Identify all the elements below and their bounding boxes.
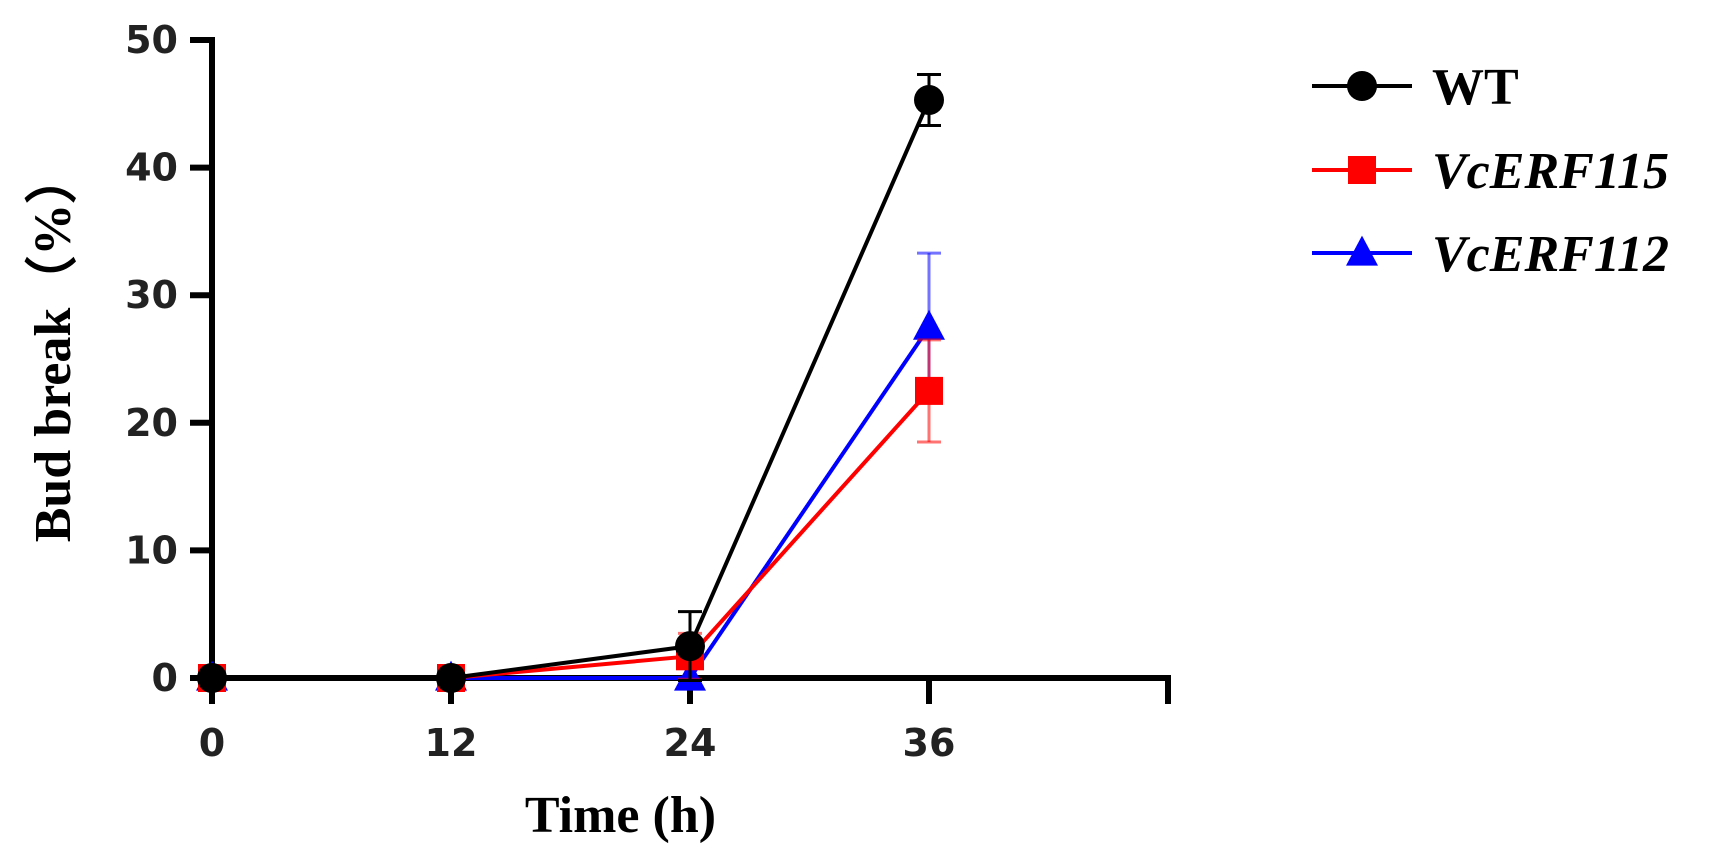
data-point — [675, 631, 705, 662]
series-line — [212, 389, 931, 680]
x-tick-label: 24 — [664, 721, 717, 765]
series-layer — [196, 72, 945, 693]
legend-item: VcERF112 — [1312, 226, 1669, 283]
y-tick-label: 20 — [125, 401, 178, 445]
y-tick-label: 0 — [152, 656, 178, 700]
series-line — [212, 99, 931, 680]
data-point — [436, 663, 466, 693]
legend-label: WT — [1432, 59, 1519, 116]
legend-label: VcERF115 — [1432, 143, 1669, 200]
axes — [209, 37, 1171, 681]
legend-item: VcERF115 — [1312, 143, 1669, 200]
series-WT — [197, 72, 944, 693]
y-axis-title: Bud break（%） — [24, 152, 82, 543]
x-ticks: 0 12 24 36 — [199, 678, 1171, 765]
legend-item: WT — [1312, 59, 1519, 116]
data-point — [914, 84, 944, 115]
data-point — [913, 309, 945, 340]
legend-marker — [1348, 156, 1376, 184]
legend-marker — [1347, 71, 1377, 101]
legend-label: VcERF112 — [1432, 226, 1669, 283]
x-tick-label: 0 — [199, 721, 225, 765]
y-tick-label: 50 — [125, 18, 178, 62]
x-tick-label: 36 — [903, 721, 956, 765]
series-VcERF115 — [198, 338, 943, 692]
x-axis-title: Time (h) — [525, 787, 716, 844]
legend: WT VcERF115 VcERF112 — [1312, 59, 1669, 283]
data-point — [915, 376, 943, 405]
y-tick-label: 10 — [125, 528, 178, 572]
legend-marker — [1346, 235, 1378, 266]
y-tick-label: 30 — [125, 273, 178, 317]
data-point — [197, 663, 227, 693]
series-line — [212, 325, 931, 680]
y-ticks: 0 10 20 30 40 50 — [125, 18, 212, 700]
y-tick-label: 40 — [125, 146, 178, 190]
x-tick-label: 12 — [425, 721, 478, 765]
